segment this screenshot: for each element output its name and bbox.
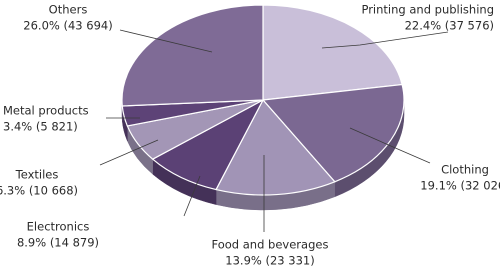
- slice-label: Others: [49, 3, 88, 17]
- wedge: [261, 83, 405, 183]
- pie-sides: [121, 99, 405, 211]
- leader-line: [183, 175, 201, 217]
- slice-label: Food and beverages: [212, 238, 329, 252]
- slice-label: Printing and publishing: [361, 3, 494, 17]
- slice-label: Electronics: [27, 220, 90, 234]
- value-label: 13.9% (23 331): [225, 254, 314, 268]
- leader-line: [119, 29, 213, 53]
- leader-line: [321, 31, 449, 49]
- pie: [121, 4, 405, 211]
- value-label: 6.3% (10 668): [0, 184, 78, 198]
- wedge: [121, 4, 264, 107]
- value-label: 19.1% (32 026): [420, 179, 500, 193]
- value-label: 3.4% (5 821): [3, 120, 78, 134]
- pie-tops: [121, 4, 405, 196]
- slice-label: Textiles: [15, 168, 59, 182]
- value-label: 8.9% (14 879): [17, 236, 99, 250]
- wedge: [215, 98, 336, 196]
- value-label: 26.0% (43 694): [23, 19, 112, 33]
- leader-line: [349, 127, 431, 164]
- slice-label: Metal products: [3, 104, 89, 118]
- leader-lines: [99, 29, 449, 232]
- value-label: 22.4% (37 576): [405, 19, 494, 33]
- wedge: [262, 4, 403, 101]
- leader-line: [99, 139, 159, 166]
- slice-label: Clothing: [441, 163, 489, 177]
